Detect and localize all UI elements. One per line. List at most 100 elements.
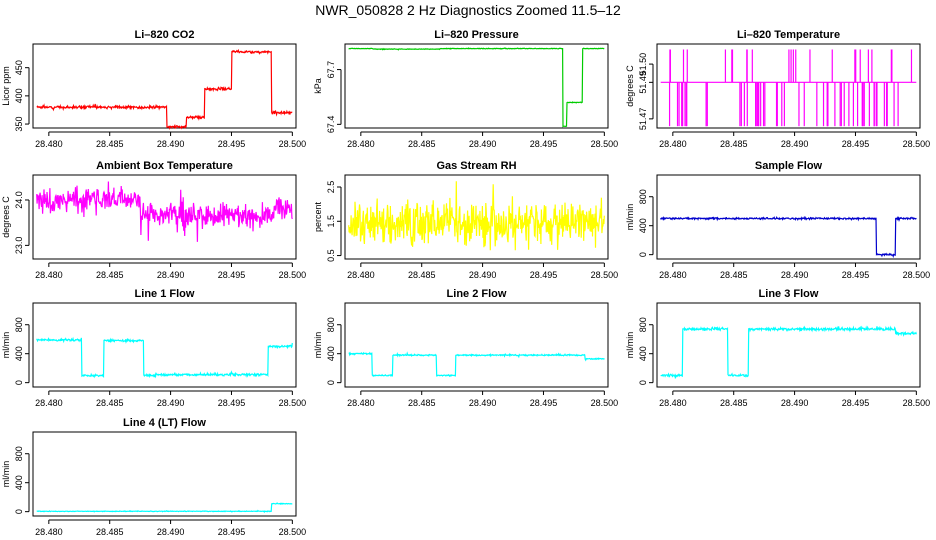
y-tick-label: 1.5 <box>326 215 336 228</box>
x-tick-label: 28.485 <box>408 270 436 280</box>
x-tick-label: 28.490 <box>781 139 809 149</box>
data-series-line <box>36 48 293 130</box>
x-tick-label: 28.490 <box>157 270 185 280</box>
x-tick-label: 28.490 <box>157 139 185 149</box>
data-series-line <box>348 181 605 251</box>
plot-frame <box>656 43 921 129</box>
x-tick-label: 28.490 <box>469 139 497 149</box>
plot-frame <box>32 302 297 388</box>
panel-5: Gas Stream RH 28.480 28.485 28.490 28.495 28.… <box>313 160 618 280</box>
x-tick-label: 28.500 <box>903 139 931 149</box>
x-tick-label: 28.490 <box>157 527 185 537</box>
x-tick-label: 28.480 <box>659 398 687 408</box>
y-tick-label: 450 <box>14 60 24 75</box>
y-tick-label: 800 <box>638 317 648 332</box>
y-axis-label: ml/min <box>313 332 323 359</box>
x-tick-label: 28.495 <box>842 270 870 280</box>
x-tick-label: 28.485 <box>720 270 748 280</box>
x-tick-label: 28.480 <box>659 139 687 149</box>
panel-title: Line 4 (LT) Flow <box>123 417 206 429</box>
x-tick-label: 28.495 <box>218 139 246 149</box>
x-tick-label: 28.495 <box>530 270 558 280</box>
y-tick-label: 400 <box>14 346 24 361</box>
x-tick-label: 28.500 <box>279 398 307 408</box>
x-tick-label: 28.485 <box>96 398 124 408</box>
y-tick-label: 24.0 <box>14 191 24 209</box>
data-series-line <box>660 325 917 379</box>
x-tick-label: 28.485 <box>720 139 748 149</box>
panel-4: Ambient Box Temperature 28.480 28.485 28.49… <box>1 160 306 280</box>
y-tick-label: 400 <box>638 218 648 233</box>
x-tick-label: 28.495 <box>530 139 558 149</box>
y-tick-label: 0 <box>638 380 648 385</box>
x-tick-label: 28.485 <box>96 527 124 537</box>
x-tick-label: 28.490 <box>469 398 497 408</box>
data-series-line <box>348 351 605 378</box>
panel-title: Li–820 Temperature <box>737 29 840 41</box>
y-axis-label: ml/min <box>625 332 635 359</box>
panel-title: Gas Stream RH <box>436 160 516 172</box>
plot-frame <box>656 174 921 260</box>
x-tick-label: 28.480 <box>347 270 375 280</box>
y-tick-label: 0 <box>14 509 24 514</box>
y-tick-label: 0 <box>14 380 24 385</box>
y-tick-label: 800 <box>14 317 24 332</box>
panel-title: Ambient Box Temperature <box>96 160 233 172</box>
panel-1: Li–820 CO2 28.480 28.485 28.490 28.495 28.500… <box>1 29 306 149</box>
y-tick-label: 23.0 <box>14 237 24 255</box>
y-tick-label: 51.50 <box>638 53 648 76</box>
y-tick-label: 400 <box>326 346 336 361</box>
y-tick-label: 800 <box>326 317 336 332</box>
y-tick-label: 0 <box>638 252 648 257</box>
y-tick-label: 51.47 <box>638 108 648 131</box>
x-tick-label: 28.500 <box>279 527 307 537</box>
y-tick-label: 800 <box>638 189 648 204</box>
panel-7: Line 1 Flow 28.480 28.485 28.490 28.495 28.50… <box>1 288 306 408</box>
plot-frame <box>32 431 297 517</box>
x-tick-label: 28.500 <box>279 270 307 280</box>
y-tick-label: 51.49 <box>638 71 648 94</box>
x-tick-label: 28.480 <box>35 270 63 280</box>
y-axis-label: percent <box>313 201 323 232</box>
x-tick-label: 28.500 <box>903 398 931 408</box>
x-tick-label: 28.480 <box>659 270 687 280</box>
x-tick-label: 28.480 <box>35 139 63 149</box>
panel-title: Line 1 Flow <box>135 288 195 300</box>
y-tick-label: 0.5 <box>326 249 336 262</box>
y-axis-label: degrees C <box>625 65 635 107</box>
y-tick-label: 400 <box>14 475 24 490</box>
panel-8: Line 2 Flow 28.480 28.485 28.490 28.495 28.50… <box>313 288 618 408</box>
x-tick-label: 28.495 <box>530 398 558 408</box>
panel-6: Sample Flow 28.480 28.485 28.490 28.495 28.50… <box>625 160 930 280</box>
y-axis-label: kPa <box>313 78 323 94</box>
panel-title: Li–820 Pressure <box>434 29 518 41</box>
x-tick-label: 28.495 <box>218 270 246 280</box>
x-tick-label: 28.485 <box>96 139 124 149</box>
y-tick-label: 0 <box>326 380 336 385</box>
panel-2: Li–820 Pressure 28.480 28.485 28.490 28.495 2… <box>313 29 618 149</box>
panel-title: Sample Flow <box>755 160 823 172</box>
x-tick-label: 28.495 <box>218 398 246 408</box>
panel-title: Li–820 CO2 <box>135 29 195 41</box>
y-tick-label: 67.4 <box>326 116 336 134</box>
panel-9: Line 3 Flow 28.480 28.485 28.490 28.495 28.50… <box>625 288 930 408</box>
plot-frame <box>344 302 609 388</box>
x-tick-label: 28.485 <box>408 139 436 149</box>
y-tick-label: 67.7 <box>326 61 336 79</box>
data-series-line <box>36 181 293 242</box>
y-axis-label: degrees C <box>1 196 11 238</box>
panel-title: Line 3 Flow <box>759 288 819 300</box>
panel-title: Line 2 Flow <box>447 288 507 300</box>
y-tick-label: 350 <box>14 117 24 132</box>
x-tick-label: 28.500 <box>279 139 307 149</box>
x-tick-label: 28.480 <box>347 398 375 408</box>
x-tick-label: 28.490 <box>469 270 497 280</box>
figure-title: NWR_050828 2 Hz Diagnostics Zoomed 11.5–… <box>315 2 621 18</box>
plot-frame <box>344 43 609 129</box>
y-axis-label: ml/min <box>625 204 635 231</box>
x-tick-label: 28.485 <box>720 398 748 408</box>
y-tick-label: 400 <box>638 346 648 361</box>
x-tick-label: 28.500 <box>903 270 931 280</box>
x-tick-label: 28.500 <box>591 398 619 408</box>
